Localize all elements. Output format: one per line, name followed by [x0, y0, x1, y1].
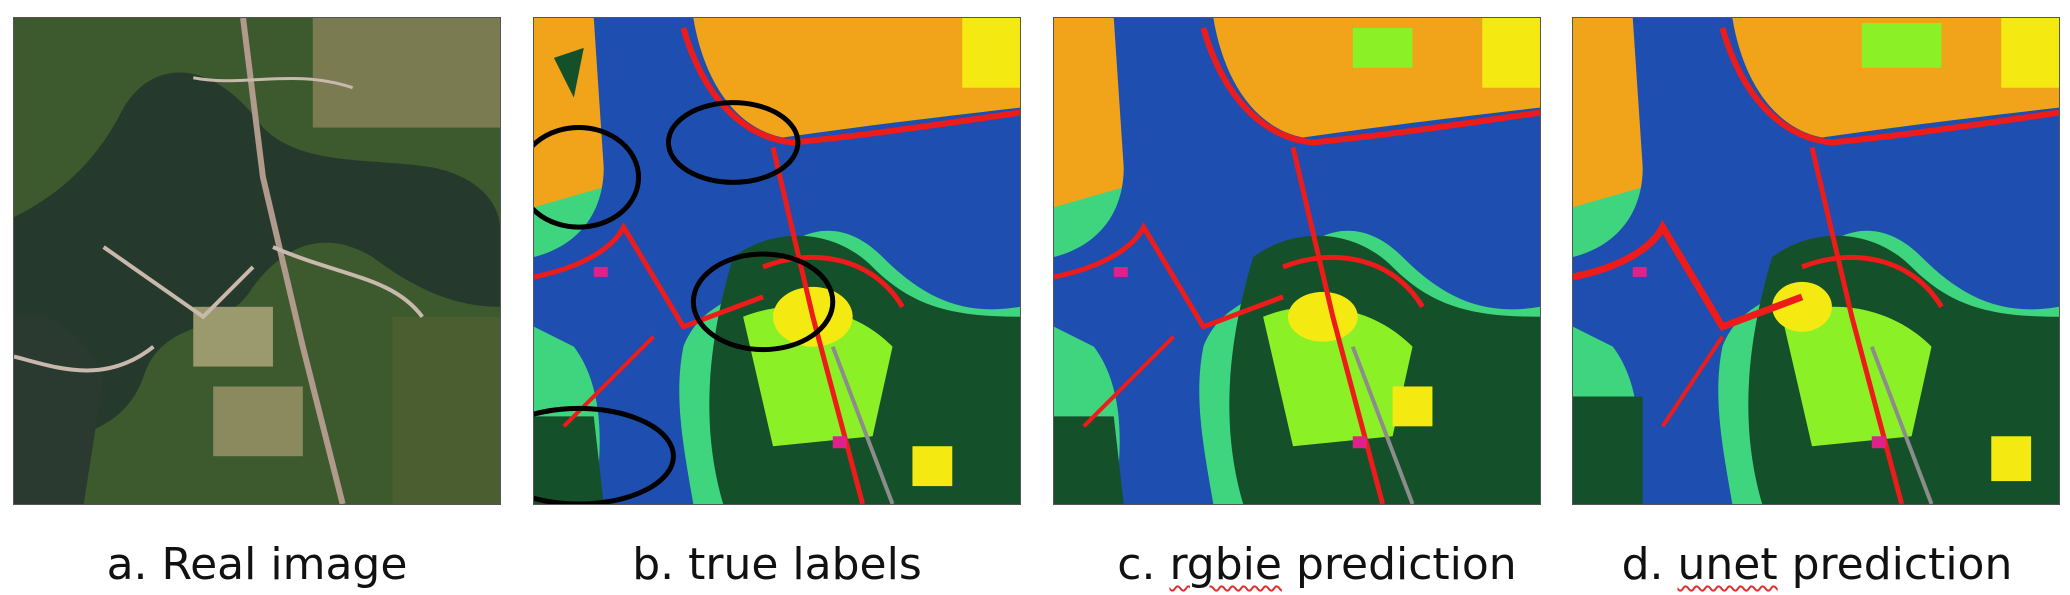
caption-d-prefix: d. [1621, 539, 1678, 590]
caption-real-image: a. Real image [0, 535, 517, 595]
caption-a-main: Real image [161, 539, 408, 590]
rgbie-prediction-panel [1053, 17, 1541, 505]
rgbie-prediction-map [1054, 18, 1540, 504]
caption-d-flagged-word: unet [1677, 539, 1778, 590]
caption-c-main: prediction [1281, 539, 1517, 590]
true-labels-panel [533, 17, 1021, 505]
true-labels-map [534, 18, 1020, 504]
real-image-photo [14, 18, 500, 504]
caption-a-prefix: a. [106, 539, 162, 590]
caption-b-prefix: b. [632, 539, 689, 590]
caption-rgbie-prediction: c. rgbie prediction [1057, 535, 1577, 595]
caption-c-prefix: c. [1117, 539, 1170, 590]
caption-true-labels: b. true labels [517, 535, 1037, 595]
caption-c-flagged-word: rgbie [1169, 539, 1282, 590]
real-image-panel [13, 17, 501, 505]
caption-unet-prediction: d. unet prediction [1557, 535, 2070, 595]
caption-d-main: prediction [1777, 539, 2013, 590]
unet-prediction-map [1573, 18, 2059, 504]
unet-prediction-panel [1572, 17, 2060, 505]
caption-b-main: true labels [688, 539, 922, 590]
